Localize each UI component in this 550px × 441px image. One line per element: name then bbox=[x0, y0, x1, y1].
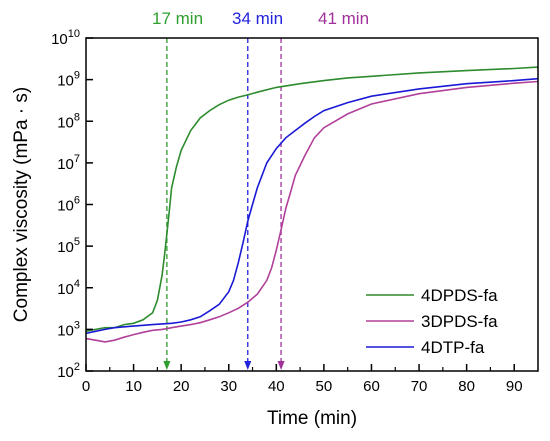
series-lines bbox=[85, 66, 539, 343]
x-tick-label: 10 bbox=[125, 378, 142, 395]
x-axis-title: Time (min) bbox=[267, 408, 357, 429]
x-tick-label: 40 bbox=[268, 378, 285, 395]
marker-label: 17 min bbox=[152, 9, 203, 28]
y-tick-label: 107 bbox=[57, 153, 80, 173]
axis-ticks bbox=[85, 37, 515, 372]
marker-label: 34 min bbox=[232, 9, 283, 28]
legend: 4DPDS-fa 3DPDS-fa 4DTP-fa bbox=[366, 286, 498, 357]
x-tick-label: 30 bbox=[220, 378, 237, 395]
x-tick-label: 60 bbox=[363, 378, 380, 395]
y-tick-label: 103 bbox=[57, 319, 80, 339]
x-tick-label: 20 bbox=[173, 378, 190, 395]
y-tick-label: 108 bbox=[57, 111, 80, 131]
x-tick-label: 80 bbox=[458, 378, 475, 395]
x-tick-label: 50 bbox=[316, 378, 333, 395]
legend-label: 3DPDS-fa bbox=[421, 312, 498, 331]
x-tick-label: 70 bbox=[411, 378, 428, 395]
marker-arrow-icon bbox=[244, 361, 252, 370]
series-line-3DPDS-fa bbox=[85, 80, 539, 343]
marker-lines bbox=[163, 38, 285, 370]
y-tick-label: 1010 bbox=[51, 28, 80, 48]
series-line-4DTP-fa bbox=[85, 77, 539, 335]
y-tick-label: 106 bbox=[57, 195, 80, 215]
y-tick-label: 104 bbox=[57, 278, 80, 298]
x-tick-label: 0 bbox=[82, 378, 90, 395]
y-tick-label: 109 bbox=[57, 70, 80, 90]
marker-label: 41 min bbox=[318, 9, 369, 28]
series-line-4DPDS-fa bbox=[85, 66, 539, 333]
legend-label: 4DPDS-fa bbox=[421, 286, 498, 305]
marker-labels: 17 min 34 min 41 min bbox=[152, 9, 369, 28]
marker-arrow-icon bbox=[277, 361, 285, 370]
y-axis-title: Complex viscosity (mPa · s) bbox=[11, 87, 32, 322]
y-tick-label: 102 bbox=[57, 361, 80, 381]
legend-label: 4DTP-fa bbox=[421, 338, 485, 357]
marker-arrow-icon bbox=[163, 361, 171, 370]
y-tick-label: 105 bbox=[57, 236, 80, 256]
x-tick-label: 90 bbox=[506, 378, 523, 395]
tick-labels: 0 10 20 30 40 50 60 70 80 90 102 103 104 105 106 107 108… bbox=[51, 28, 522, 395]
